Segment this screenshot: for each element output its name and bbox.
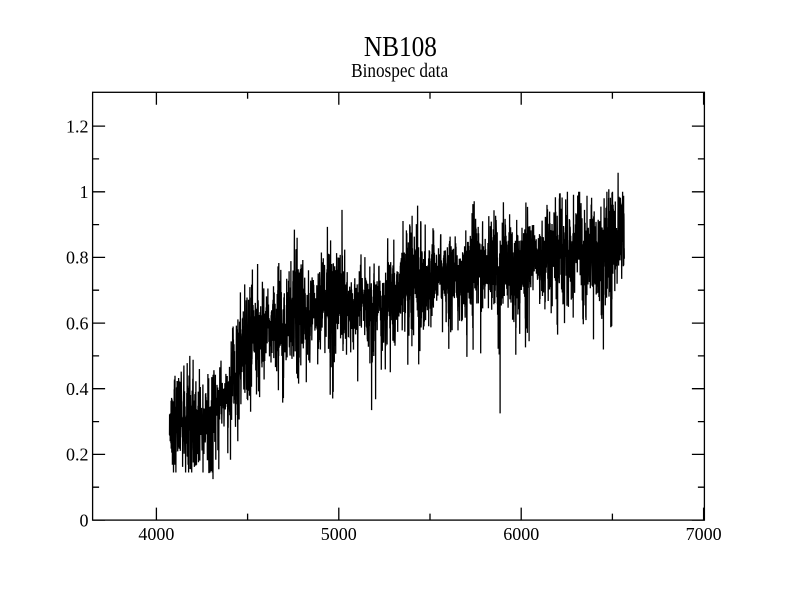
svg-text:6000: 6000 (503, 524, 539, 544)
svg-text:5000: 5000 (321, 524, 357, 544)
svg-text:1: 1 (80, 182, 89, 202)
svg-text:0.6: 0.6 (66, 313, 89, 333)
svg-text:0.2: 0.2 (66, 445, 89, 465)
svg-text:Binospec data: Binospec data (351, 60, 448, 82)
svg-text:0.8: 0.8 (66, 248, 89, 268)
svg-text:0.4: 0.4 (66, 379, 89, 399)
svg-text:0: 0 (80, 510, 89, 530)
svg-text:NB108: NB108 (364, 32, 437, 63)
svg-text:7000: 7000 (686, 524, 722, 544)
svg-text:1.2: 1.2 (66, 116, 89, 136)
svg-text:4000: 4000 (138, 524, 174, 544)
